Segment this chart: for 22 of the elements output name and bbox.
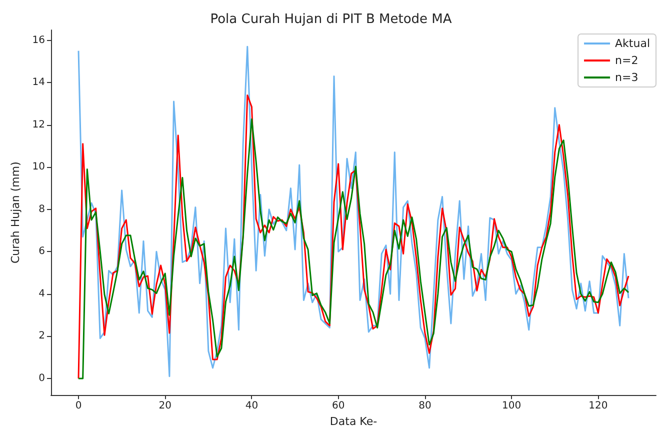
y-tick-label: 0 [38, 373, 45, 384]
x-tick-label: 40 [245, 400, 258, 412]
y-tick-label: 10 [32, 162, 45, 173]
y-axis-title: Curah Hujan (mm) [9, 162, 22, 264]
x-tick-label: 80 [418, 400, 432, 412]
y-tick-label: 16 [32, 34, 45, 46]
x-tick-label: 100 [502, 400, 522, 412]
chart-title: Pola Curah Hujan di PIT B Metode MA [210, 12, 452, 27]
y-tick-label: 12 [32, 119, 45, 130]
y-tick-label: 14 [32, 77, 45, 88]
legend-label: Aktual [615, 37, 650, 50]
x-tick-label: 120 [588, 400, 608, 412]
x-tick-label: 0 [75, 400, 82, 412]
y-tick-label: 8 [38, 204, 45, 215]
legend-label: n=2 [615, 54, 638, 67]
y-tick-label: 6 [38, 246, 45, 258]
legend-label: n=3 [615, 71, 638, 84]
x-axis-title: Data Ke- [330, 415, 378, 428]
x-tick-label: 60 [332, 400, 345, 412]
y-tick-label: 4 [38, 288, 45, 300]
y-tick-label: 2 [38, 330, 45, 342]
x-tick-label: 20 [158, 400, 172, 412]
